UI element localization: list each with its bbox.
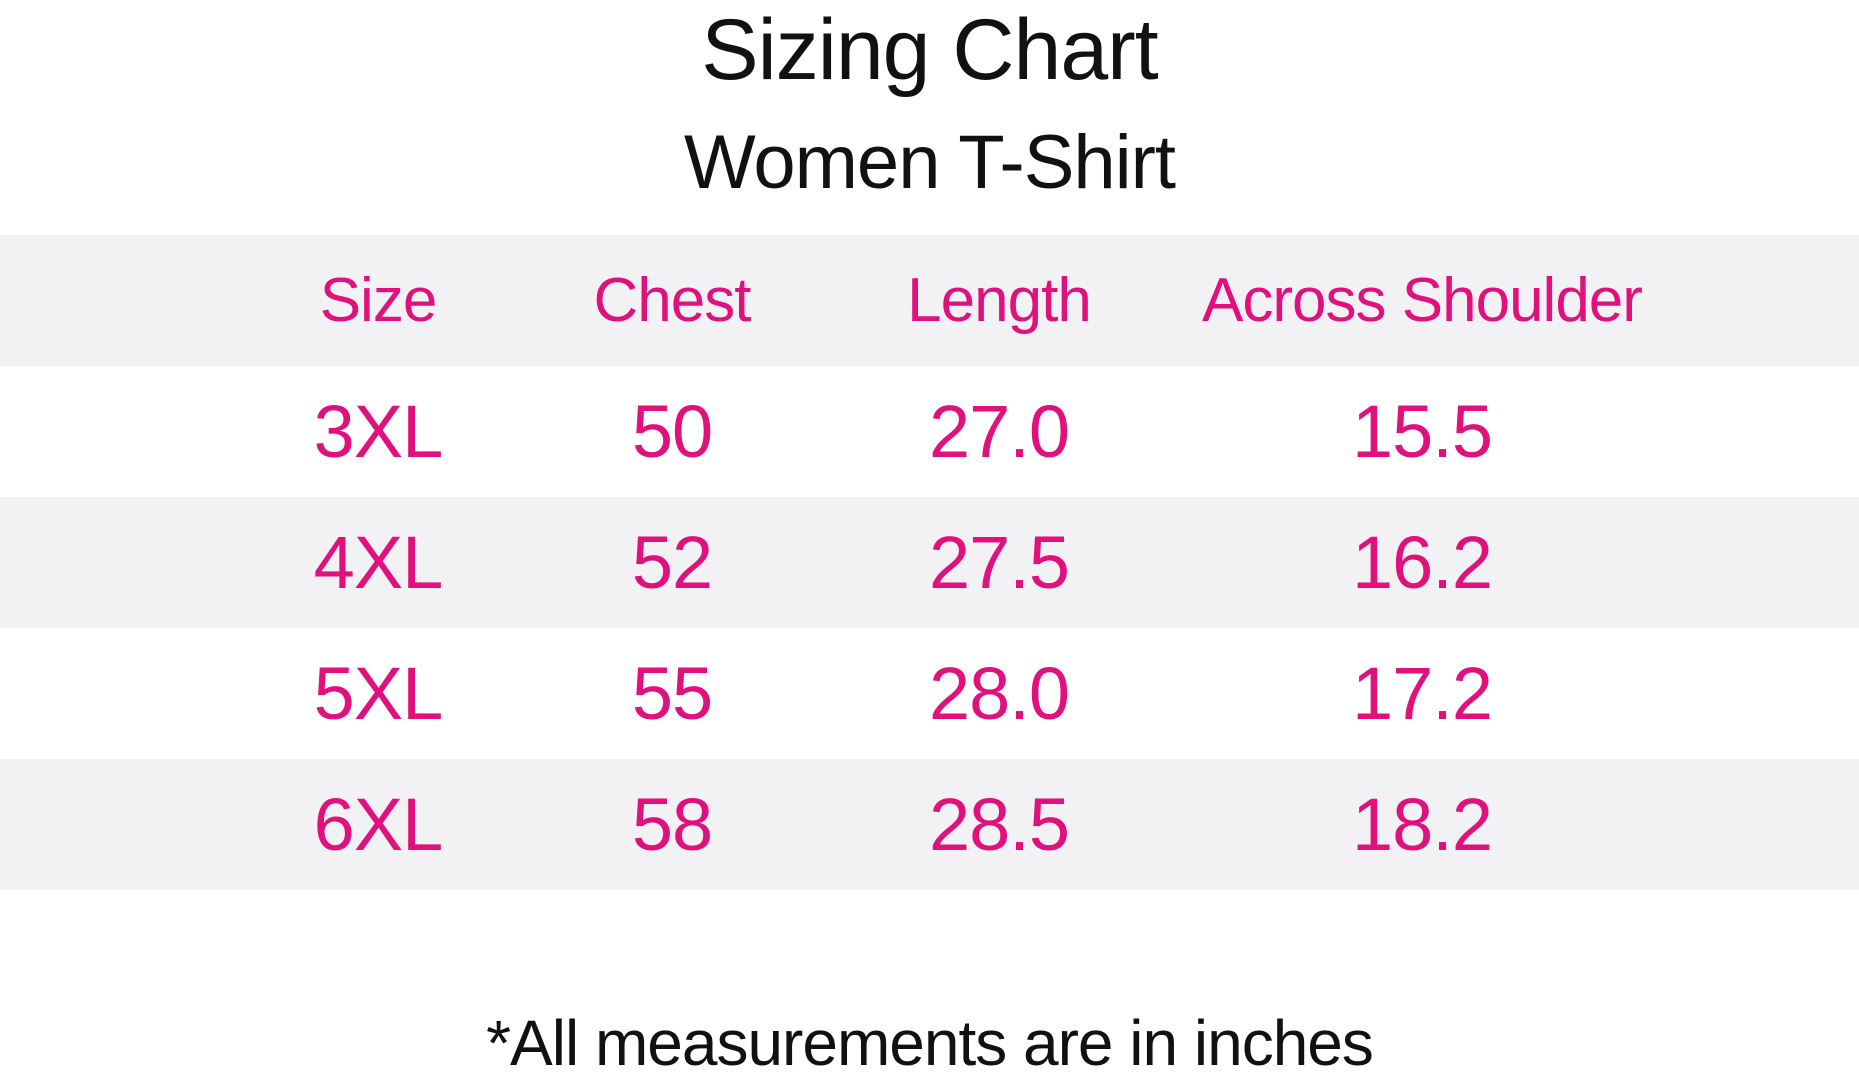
size-table: Size Chest Length Across Shoulder 3XL 50…	[0, 235, 1859, 890]
cell-across-shoulder: 17.2	[1351, 651, 1493, 735]
table-row-6xl: 6XL 58 28.5 18.2	[0, 759, 1859, 890]
cell-across-shoulder: 15.5	[1351, 389, 1493, 473]
measurements-footnote: *All measurements are in inches	[486, 1007, 1374, 1079]
cell-length: 28.5	[928, 782, 1070, 866]
cell-across-shoulder: 18.2	[1351, 782, 1493, 866]
page-subtitle: Women T-Shirt	[683, 119, 1176, 205]
header-cell-length: Length	[907, 265, 1092, 335]
header-cell-across-shoulder: Across Shoulder	[1202, 265, 1643, 335]
cell-chest: 50	[631, 389, 713, 473]
cell-chest: 58	[631, 782, 713, 866]
cell-size: 3XL	[313, 389, 444, 473]
cell-length: 27.0	[928, 389, 1070, 473]
page-title: Sizing Chart	[701, 1, 1158, 98]
cell-size: 6XL	[313, 782, 444, 866]
header-cell-chest: Chest	[593, 265, 752, 335]
cell-chest: 52	[631, 520, 713, 604]
cell-length: 27.5	[928, 520, 1070, 604]
cell-size: 5XL	[313, 651, 444, 735]
table-row-3xl: 3XL 50 27.0 15.5	[0, 366, 1859, 497]
table-row-4xl: 4XL 52 27.5 16.2	[0, 497, 1859, 628]
cell-across-shoulder: 16.2	[1351, 520, 1493, 604]
header-cell-size: Size	[319, 265, 438, 335]
cell-length: 28.0	[928, 651, 1070, 735]
table-row-5xl: 5XL 55 28.0 17.2	[0, 628, 1859, 759]
table-header-row: Size Chest Length Across Shoulder	[0, 235, 1859, 366]
cell-size: 4XL	[313, 520, 444, 604]
cell-chest: 55	[631, 651, 713, 735]
